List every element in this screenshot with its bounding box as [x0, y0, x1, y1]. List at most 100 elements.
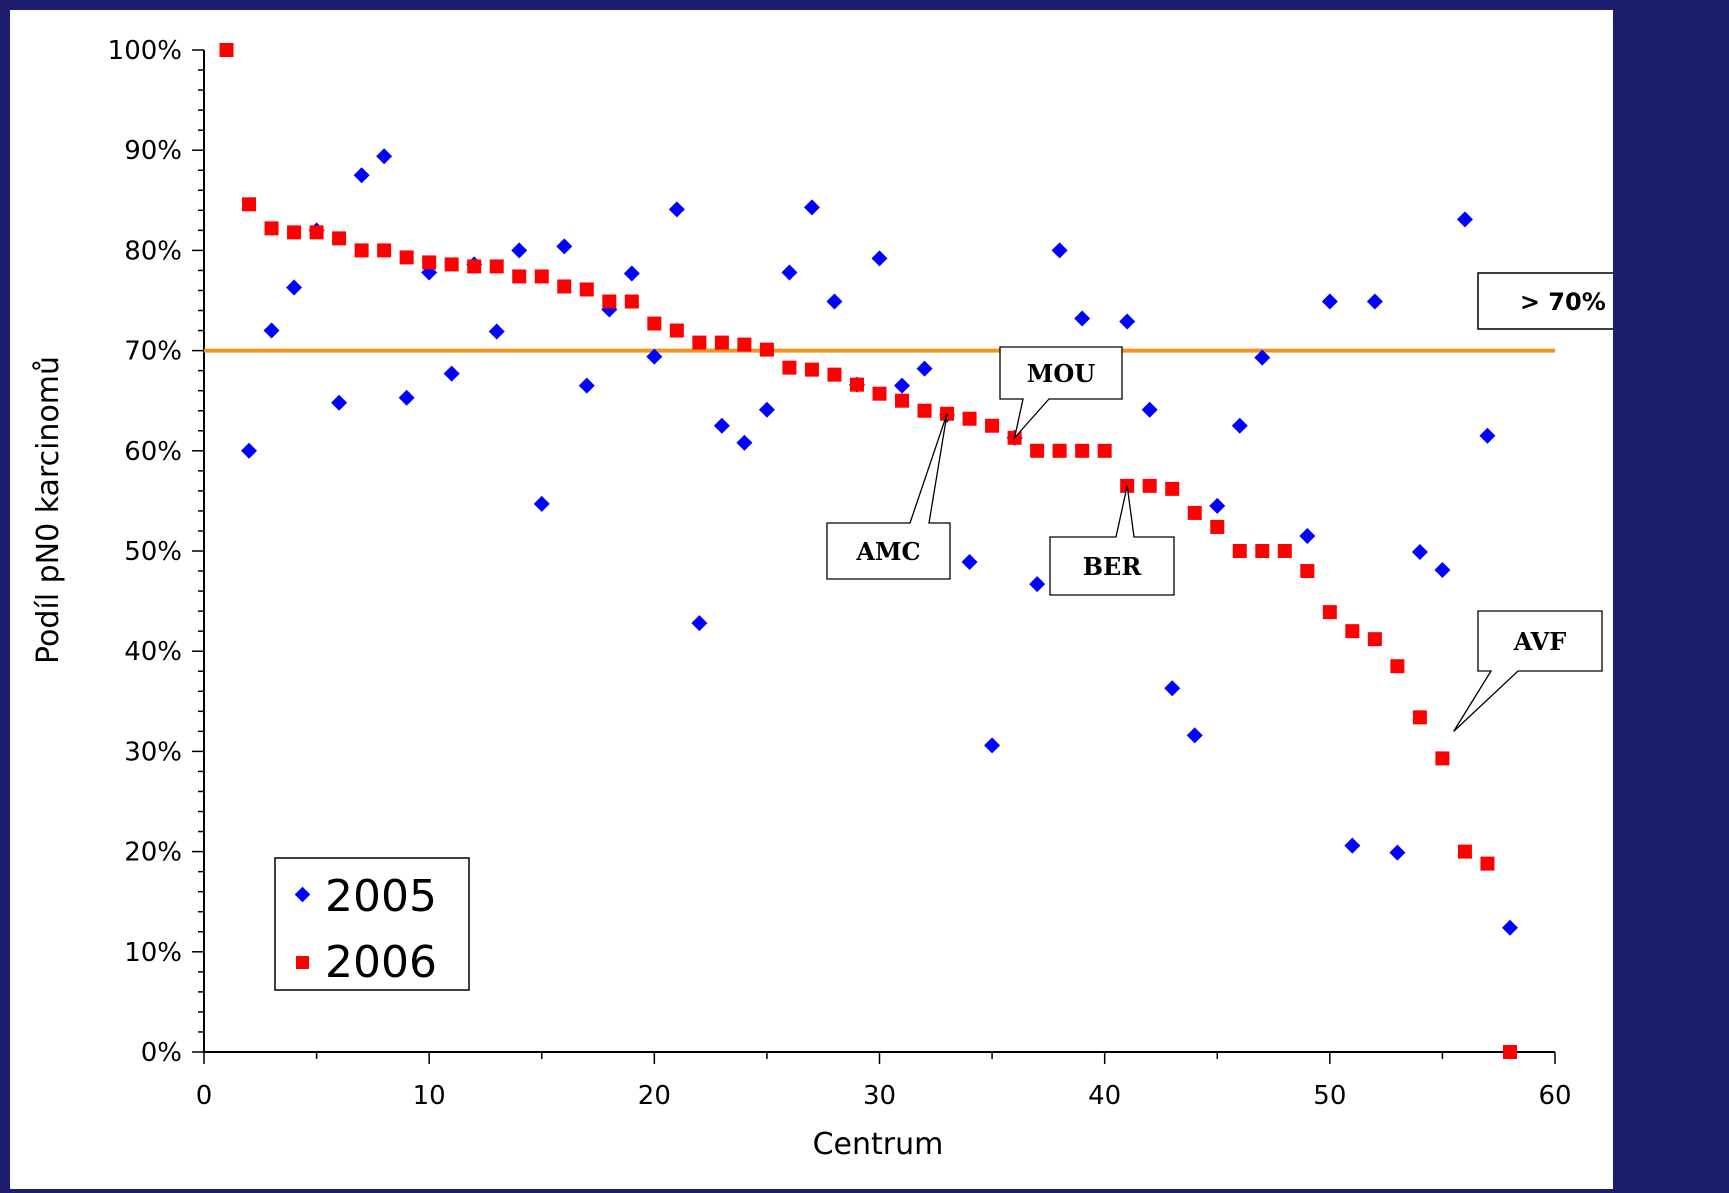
point-2005	[736, 434, 753, 451]
callout-label: MOU	[1027, 359, 1095, 388]
point-2005	[1119, 313, 1136, 330]
point-2006	[579, 282, 594, 297]
point-2006	[895, 393, 910, 408]
point-2006	[467, 259, 482, 274]
callout-ber: BER	[1049, 485, 1175, 596]
x-tick-label: 60	[1538, 1081, 1571, 1111]
point-2006	[332, 231, 347, 246]
point-2005	[826, 293, 843, 310]
y-axis-title: Podíl pN0 karcinomů	[31, 356, 66, 664]
point-2006	[602, 294, 617, 309]
point-2005	[443, 365, 460, 382]
callout-shape	[826, 413, 951, 580]
point-2005	[241, 442, 258, 459]
point-2005	[578, 377, 595, 394]
y-tick-label: 80%	[124, 236, 182, 266]
point-2006	[1435, 751, 1450, 766]
point-2005	[1366, 293, 1383, 310]
point-2005	[1209, 497, 1226, 514]
scatter-chart: 0% 10% 20% 30% 40% 50% 60% 70% 80% 90% 100% 0 10 20 3…	[31, 36, 1715, 1162]
point-2006	[219, 43, 234, 57]
point-2006	[1210, 519, 1225, 534]
point-2006	[242, 197, 257, 212]
point-2006	[309, 225, 324, 240]
callout-label: AMC	[855, 537, 920, 566]
series-2006	[219, 43, 1517, 1059]
point-2005	[331, 394, 348, 411]
x-tick-label: 0	[196, 1081, 213, 1111]
point-2006	[1255, 544, 1270, 558]
point-2005	[691, 615, 708, 632]
x-tick-label: 30	[863, 1081, 896, 1111]
chart-panel: 0% 10% 20% 30% 40% 50% 60% 70% 80% 90% 100% 0 10 20 3…	[10, 10, 1715, 1189]
y-tick-label: 20%	[124, 838, 182, 868]
y-tick-label: 100%	[108, 36, 182, 66]
y-ticks: 0% 10% 20% 30% 40% 50% 60% 70% 80% 90% 100%	[108, 36, 204, 1068]
point-2006	[804, 362, 819, 377]
point-2006	[444, 257, 459, 272]
x-axis-title: Centrum	[813, 1127, 944, 1162]
x-tick-label: 50	[1313, 1081, 1346, 1111]
point-2005	[1074, 310, 1091, 327]
point-2006	[287, 225, 302, 240]
x-ticks: 0 10 20 30 40 50 60	[196, 1052, 1572, 1111]
point-2005	[758, 401, 775, 418]
point-2005	[984, 737, 1001, 754]
point-2006	[849, 377, 864, 392]
point-2006	[399, 250, 414, 265]
point-2006	[1232, 544, 1247, 558]
point-2006	[1345, 624, 1360, 639]
point-2006	[1412, 710, 1427, 725]
point-2005	[1299, 527, 1316, 544]
point-2006	[489, 259, 504, 274]
point-2005	[1141, 401, 1158, 418]
point-2006	[1277, 544, 1292, 558]
point-2005	[1029, 576, 1046, 593]
point-2006	[872, 386, 887, 401]
point-2005	[1186, 727, 1203, 744]
point-2006	[512, 269, 527, 284]
point-2006	[1480, 856, 1495, 871]
point-2005	[263, 322, 280, 339]
point-2006	[624, 294, 639, 309]
point-2005	[961, 554, 978, 571]
point-2005	[713, 417, 730, 434]
point-2006	[985, 418, 1000, 433]
y-tick-label: 10%	[124, 938, 182, 968]
y-tick-label: 40%	[124, 637, 182, 667]
point-2005	[286, 279, 303, 296]
callout-label: AVF	[1513, 627, 1567, 656]
legend-item-2006: 2006	[296, 937, 437, 988]
point-2005	[1479, 427, 1496, 444]
point-2006	[782, 360, 797, 375]
legend-label-2005: 2005	[325, 871, 437, 922]
point-2006	[714, 335, 729, 350]
callout-avf: AVF	[1453, 610, 1603, 732]
point-2006	[1075, 443, 1090, 458]
point-2006	[827, 367, 842, 382]
y-tick-label: 90%	[124, 136, 182, 166]
reference-label-box: > 70% (EG)	[1477, 272, 1715, 330]
point-2005	[1321, 293, 1338, 310]
point-2006	[759, 342, 774, 357]
point-2005	[1231, 417, 1248, 434]
x-tick-label: 20	[638, 1081, 671, 1111]
point-2005	[1456, 211, 1473, 228]
callout-mou: MOU	[999, 346, 1123, 441]
point-2005	[533, 495, 550, 512]
callout-shape	[1453, 610, 1603, 732]
point-2006	[1030, 443, 1045, 458]
point-2006	[422, 255, 437, 270]
legend-marker-2006	[296, 956, 309, 969]
point-2006	[692, 335, 707, 350]
point-2005	[398, 389, 415, 406]
callout-amc: AMC	[826, 413, 951, 580]
y-tick-label: 60%	[124, 437, 182, 467]
point-2006	[1187, 505, 1202, 520]
point-2005	[511, 242, 528, 259]
y-tick-label: 30%	[124, 737, 182, 767]
point-2005	[1254, 349, 1271, 366]
callout-shape	[999, 346, 1123, 441]
point-2006	[1457, 844, 1472, 859]
point-2006	[1367, 632, 1382, 647]
